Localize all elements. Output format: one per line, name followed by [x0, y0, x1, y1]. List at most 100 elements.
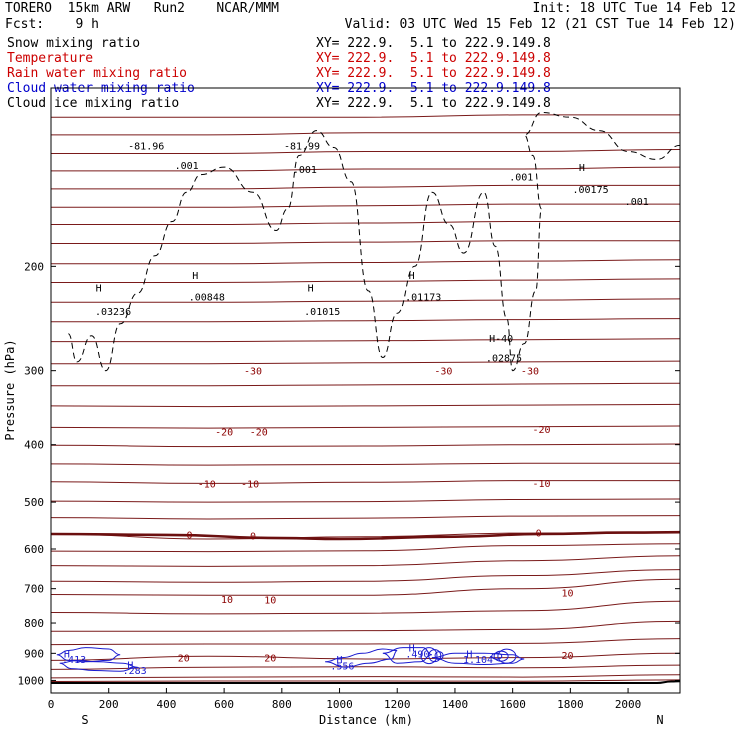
snow-label-1: .03236: [95, 307, 131, 318]
y-axis-label: Pressure (hPa): [3, 339, 17, 440]
cloud-water-label-8: H: [466, 649, 472, 660]
temperature-label-12: 10: [221, 595, 233, 606]
theta-contour-16: [50, 443, 681, 448]
freezing-level: [50, 530, 681, 541]
snow-label-12: .00175: [572, 185, 608, 196]
x-tick-label-0: 0: [48, 698, 55, 711]
cloud-water-contour-1: [59, 659, 138, 672]
cloud-water-contour-2: [325, 648, 398, 668]
x-axis-label: Distance (km): [319, 713, 413, 727]
cloud-water-core-2: [491, 652, 503, 660]
x-tick-label-1: 200: [99, 698, 119, 711]
theta-contour-3: [50, 652, 681, 661]
theta-contour-0: [50, 679, 681, 682]
y-tick-label-0: 200: [24, 260, 44, 273]
theta-contour-22: [51, 318, 681, 323]
snow-label-4: H: [308, 283, 314, 294]
temperature-label-8: -10: [532, 479, 550, 490]
snow-label-3: .00848: [189, 293, 225, 304]
legend-snow-xy: XY= 222.9. 5.1 to 222.9.149.8: [316, 36, 551, 51]
temperature-label-17: 20: [561, 651, 573, 662]
theta-contour-18: [50, 403, 681, 408]
y-tick-label-6: 800: [24, 617, 44, 630]
legend-cloud-ice-name: Cloud ice mixing ratio: [7, 96, 180, 111]
theta-contour-24: [50, 278, 681, 284]
y-tick-label-4: 600: [24, 543, 44, 556]
theta-contour-4: [50, 638, 681, 646]
temperature-label-11: 0: [536, 529, 542, 540]
temperature-label-4: -20: [250, 427, 268, 438]
theta-contour-32: [51, 132, 680, 136]
theta-contour-21: [51, 338, 681, 343]
temperature-label-3: -20: [215, 427, 233, 438]
temperature-label-9: 0: [186, 530, 192, 541]
theta-contour-25: [50, 259, 681, 265]
freezing-level-line: [50, 530, 681, 541]
snow-label-8: H-40: [489, 334, 513, 345]
theta-contour-8: [50, 569, 681, 583]
theta-contour-19: [51, 382, 681, 387]
theta-contour-6: [50, 600, 681, 615]
cloud-water-label-7: .490: [405, 649, 429, 660]
legend-temperature-xy: XY= 222.9. 5.1 to 222.9.149.8: [316, 51, 551, 66]
cloud-water-label-4: H: [337, 655, 343, 666]
header-valid: Valid: 03 UTC Wed 15 Feb 12 (21 CST Tue …: [344, 17, 736, 32]
surface-line: [50, 680, 681, 685]
snow-label-0: H: [96, 283, 102, 294]
cloud-water-core-0: [497, 648, 517, 664]
legend-temperature-name: Temperature: [7, 51, 94, 66]
cloud-water-ring-2: [434, 651, 444, 661]
snow-label-2: H: [192, 271, 198, 282]
cloud-water-ring-0: [420, 647, 438, 665]
x-tick-label-5: 1000: [326, 698, 353, 711]
x-tick-label-3: 600: [214, 698, 234, 711]
legend-cloud-ice-xy: XY= 222.9. 5.1 to 222.9.149.8: [316, 96, 551, 111]
legend-snow-name: Snow mixing ratio: [7, 36, 141, 51]
cloud-water-label-6: H: [409, 644, 415, 655]
theta-contour-15: [50, 462, 680, 466]
theta-contour-13: [50, 498, 681, 503]
temperature-label-13: 10: [264, 595, 276, 606]
y-tick-label-8: 1000: [18, 674, 45, 687]
y-tick-label-2: 400: [24, 439, 44, 452]
temperature-label-5: -20: [532, 425, 550, 436]
plot-frame: [50, 87, 681, 694]
theta-contour-2: [50, 664, 681, 670]
snow-labels: H .03236 H .00848 H .01015 H .01173 H-40 .02875 .0…: [95, 141, 649, 364]
y-tick-label-7: 900: [24, 647, 44, 660]
x-tick-label-8: 1600: [499, 698, 526, 711]
snow-label-7: .01173: [405, 293, 441, 304]
temperature-label-2: -30: [521, 367, 539, 378]
snow-label-9: .02875: [486, 353, 522, 364]
snow-label-13: .001: [625, 197, 649, 208]
snow-label-14: .001: [175, 161, 199, 172]
cloud-water-contour-3: [382, 647, 432, 664]
y-tick-label-1: 300: [24, 365, 44, 378]
x-tick-label-7: 1400: [442, 698, 469, 711]
theta-contour-30: [51, 166, 681, 172]
theta-contour-31: [50, 149, 681, 155]
snow-contours: [67, 111, 681, 372]
cloud-water-label-5: .556: [330, 661, 354, 672]
temperature-label-1: -30: [434, 367, 452, 378]
temperature-label-14: 10: [561, 588, 573, 599]
theta-contour-1: [50, 674, 681, 679]
snow-label-10: .001: [509, 172, 533, 183]
axes: 0 200 400 600 800 1000 1200 1400 1600 1800 2000200…: [18, 260, 680, 711]
snow-label-6: H: [409, 271, 415, 282]
x-tick-label-9: 1800: [557, 698, 584, 711]
surface-line: [50, 680, 681, 685]
theta-contour-27: [51, 220, 680, 226]
theta-contours: [50, 114, 681, 682]
theta-contour-5: [50, 620, 681, 632]
temperature-label-7: -10: [241, 479, 259, 490]
cloud-water-core-1: [493, 650, 509, 662]
snow-contour: [67, 111, 681, 372]
y-tick-label-5: 700: [24, 583, 44, 596]
cloud-water-contours: [56, 647, 525, 672]
x-tick-label-6: 1200: [384, 698, 411, 711]
temperature-label-15: 20: [178, 654, 190, 665]
cloud-water-label-1: .413: [62, 655, 86, 666]
